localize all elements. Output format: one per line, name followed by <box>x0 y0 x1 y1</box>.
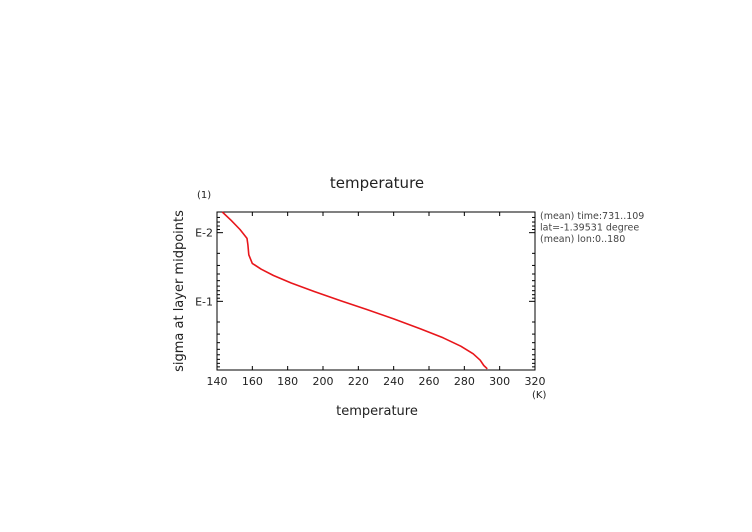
y-unit-label: (1) <box>197 190 211 201</box>
annotation-line: (mean) lon:0..180 <box>540 234 625 245</box>
y-tick-label: E-1 <box>195 295 213 308</box>
chart-title: temperature <box>330 174 424 192</box>
annotation-line: lat=-1.39531 degree <box>540 223 639 234</box>
series-layer <box>221 211 488 370</box>
x-tick-label: 320 <box>525 375 546 388</box>
x-axis-title: temperature <box>336 404 418 419</box>
x-tick-label: 280 <box>454 375 475 388</box>
x-axis: 140 160 180 200 220 240 260 280 300 320 <box>207 212 546 388</box>
x-tick-label: 160 <box>242 375 263 388</box>
annotation-line: (mean) time:731..109 <box>540 211 644 222</box>
x-tick-label: 180 <box>277 375 298 388</box>
y-axis-title: sigma at layer midpoints <box>172 210 187 372</box>
x-unit-label: (K) <box>532 390 546 401</box>
y-axis: E-2 E-1 <box>195 211 535 371</box>
plot-frame <box>216 211 536 371</box>
x-tick-label: 240 <box>383 375 404 388</box>
y-tick-label: E-2 <box>195 227 213 240</box>
x-tick-label: 200 <box>313 375 334 388</box>
x-tick-label: 260 <box>419 375 440 388</box>
x-tick-label: 140 <box>207 375 228 388</box>
series-line <box>221 211 488 370</box>
x-tick-label: 300 <box>489 375 510 388</box>
x-tick-label: 220 <box>348 375 369 388</box>
